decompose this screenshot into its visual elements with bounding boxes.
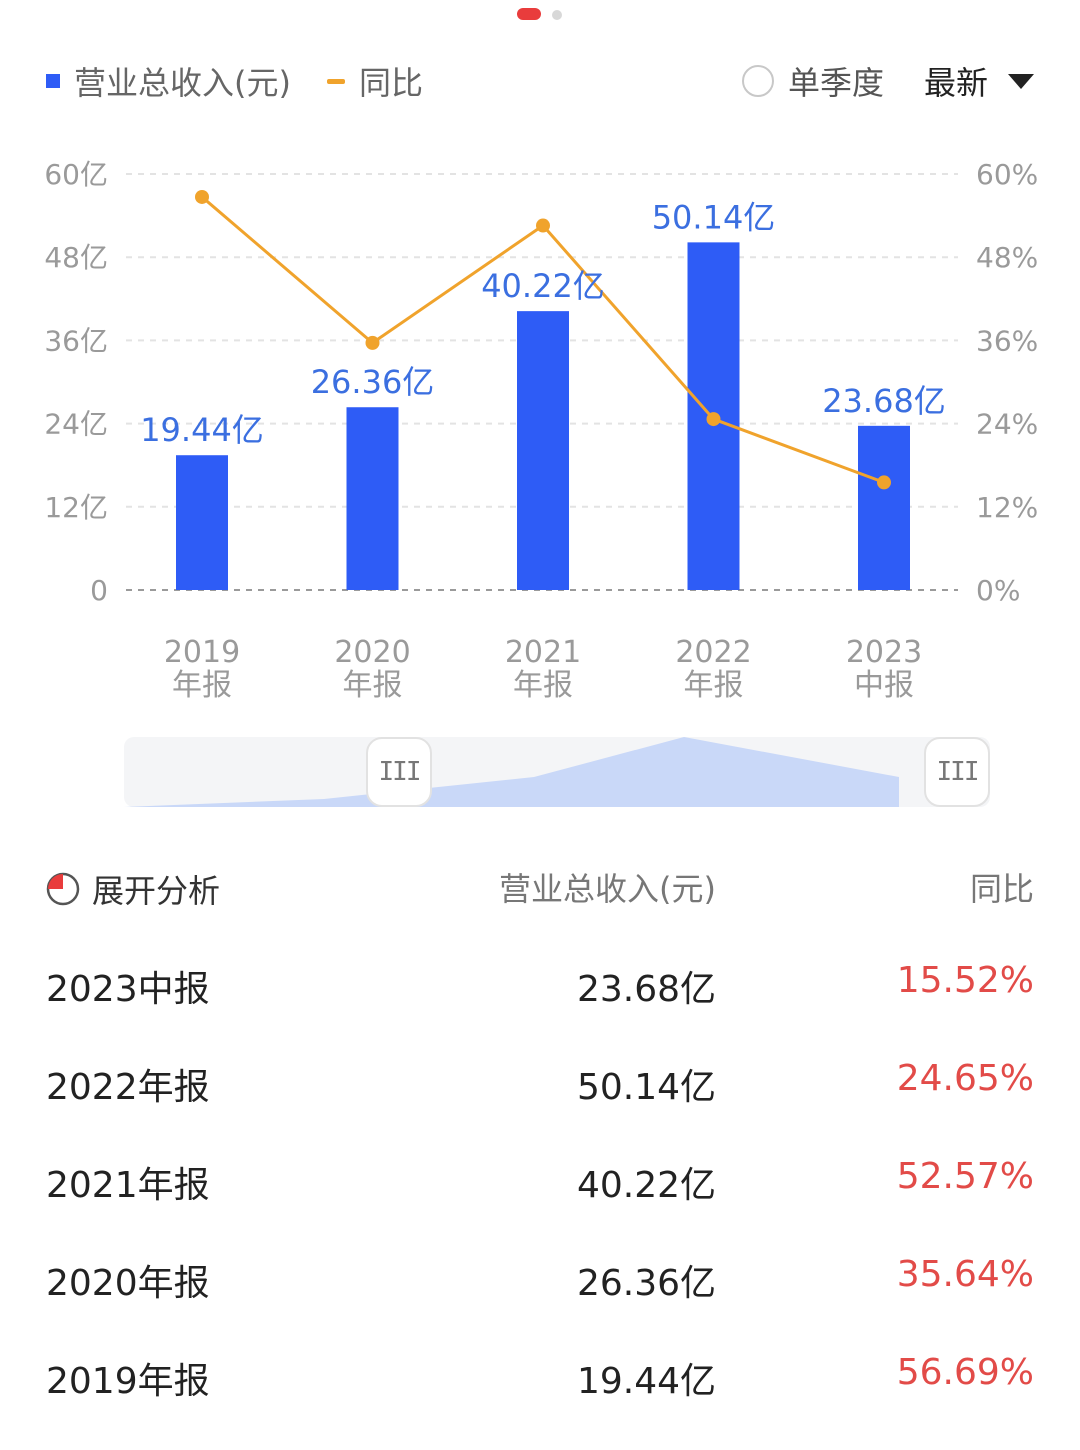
x-tick-label: 年报 [513,668,573,703]
table-row[interactable]: 2022年报 50.14亿 24.65% [46,1034,1034,1132]
bar-value-label: 23.68亿 [822,382,946,420]
revenue-column-header: 营业总收入(元) [499,870,716,908]
x-tick-label: 2019 [164,635,240,670]
chart-legend: 营业总收入(元) 同比 [46,58,423,104]
y-tick-label: 60亿 [44,158,108,191]
revenue-bar [176,455,228,590]
revenue-cell: 26.36亿 [576,1263,716,1304]
bar-value-label: 19.44亿 [140,411,264,449]
pie-chart-icon [46,872,80,906]
y2-tick-label: 0% [976,574,1020,607]
x-tick-label: 2023 [846,635,922,670]
yoy-cell: 56.69% [896,1352,1034,1393]
chart-controls: 单季度 最新 [741,58,1034,104]
bar-value-label: 40.22亿 [481,267,605,305]
single-quarter-radio[interactable] [741,65,774,97]
period-cell: 2023中报 [46,969,210,1010]
y-axis-ticks: 0 0% 12亿 12% 24亿 24% 36亿 36% 48亿 48% 60亿 60% [44,158,1038,607]
bar-value-label: 26.36亿 [311,363,435,401]
value-labels: 19.44亿 26.36亿 40.22亿 50.14亿 23.68亿 [140,198,946,449]
page-dot[interactable] [552,10,562,20]
y-tick-label: 36亿 [44,324,108,357]
revenue-legend-swatch [46,74,60,88]
x-tick-label: 2022 [675,635,751,670]
period-cell: 2022年报 [46,1067,210,1108]
yoy-point [706,412,721,427]
single-quarter-label[interactable]: 单季度 [787,64,884,102]
yoy-cell: 24.65% [896,1058,1034,1099]
revenue-cell: 40.22亿 [576,1165,716,1206]
slider-preview [124,737,899,807]
revenue-cell: 19.44亿 [576,1361,716,1402]
y2-tick-label: 24% [976,408,1038,441]
yoy-point [877,475,891,490]
chevron-down-icon[interactable] [1008,73,1034,89]
revenue-chart: 0 0% 12亿 12% 24亿 24% 36亿 36% 48亿 48% 60亿 60% 19.44亿… [44,158,1038,703]
slider-left-handle[interactable]: III [366,737,432,807]
yoy-point [365,335,380,350]
y-tick-label: 48亿 [44,241,108,274]
sort-select-value[interactable]: 最新 [923,64,988,102]
period-cell: 2020年报 [46,1263,210,1304]
x-tick-label: 年报 [684,668,744,703]
table-row[interactable]: 2019年报 19.44亿 56.69% [46,1328,1034,1426]
yoy-cell: 52.57% [896,1156,1034,1197]
page-indicator [0,8,1080,22]
table-header: 展开分析 营业总收入(元) 同比 [46,866,1034,912]
period-cell: 2021年报 [46,1165,210,1206]
revenue-cell: 50.14亿 [576,1067,716,1108]
yoy-cell: 35.64% [896,1254,1034,1295]
y2-tick-label: 36% [976,324,1038,357]
y-tick-label: 0 [90,574,108,607]
bar-value-label: 50.14亿 [652,198,776,236]
page-dot-active[interactable] [517,8,541,20]
expand-analysis-label: 展开分析 [92,872,221,910]
y2-tick-label: 60% [976,158,1038,191]
y-tick-label: 12亿 [44,491,108,524]
y2-tick-label: 12% [976,491,1038,524]
table-row[interactable]: 2021年报 40.22亿 52.57% [46,1132,1034,1230]
revenue-legend-label: 营业总收入(元) [74,64,291,102]
revenue-bar [517,311,569,590]
yoy-line-series [195,189,891,490]
range-slider[interactable]: III III [124,737,990,807]
x-tick-label: 2021 [505,635,581,670]
y2-tick-label: 48% [976,241,1038,274]
yoy-point [195,189,209,204]
expand-analysis-button[interactable]: 展开分析 [46,866,220,912]
revenue-bar [858,425,910,590]
yoy-legend-swatch [326,78,345,84]
y-tick-label: 24亿 [44,408,108,441]
table-row[interactable]: 2023中报 23.68亿 15.52% [46,936,1034,1034]
slider-right-handle[interactable]: III [924,737,990,807]
x-tick-label: 2020 [334,635,410,670]
yoy-legend-label: 同比 [358,64,423,102]
x-tick-label: 年报 [172,668,232,703]
x-tick-label: 年报 [343,668,403,703]
revenue-bar [346,407,399,590]
x-tick-label: 中报 [854,668,914,703]
yoy-column-header: 同比 [969,870,1034,908]
revenue-cell: 23.68亿 [576,969,716,1010]
data-table: 2023中报 23.68亿 15.52% 2022年报 50.14亿 24.65… [46,936,1034,1426]
yoy-point [536,218,550,233]
table-row[interactable]: 2020年报 26.36亿 35.64% [46,1230,1034,1328]
period-cell: 2019年报 [46,1361,210,1402]
yoy-cell: 15.52% [896,960,1034,1001]
